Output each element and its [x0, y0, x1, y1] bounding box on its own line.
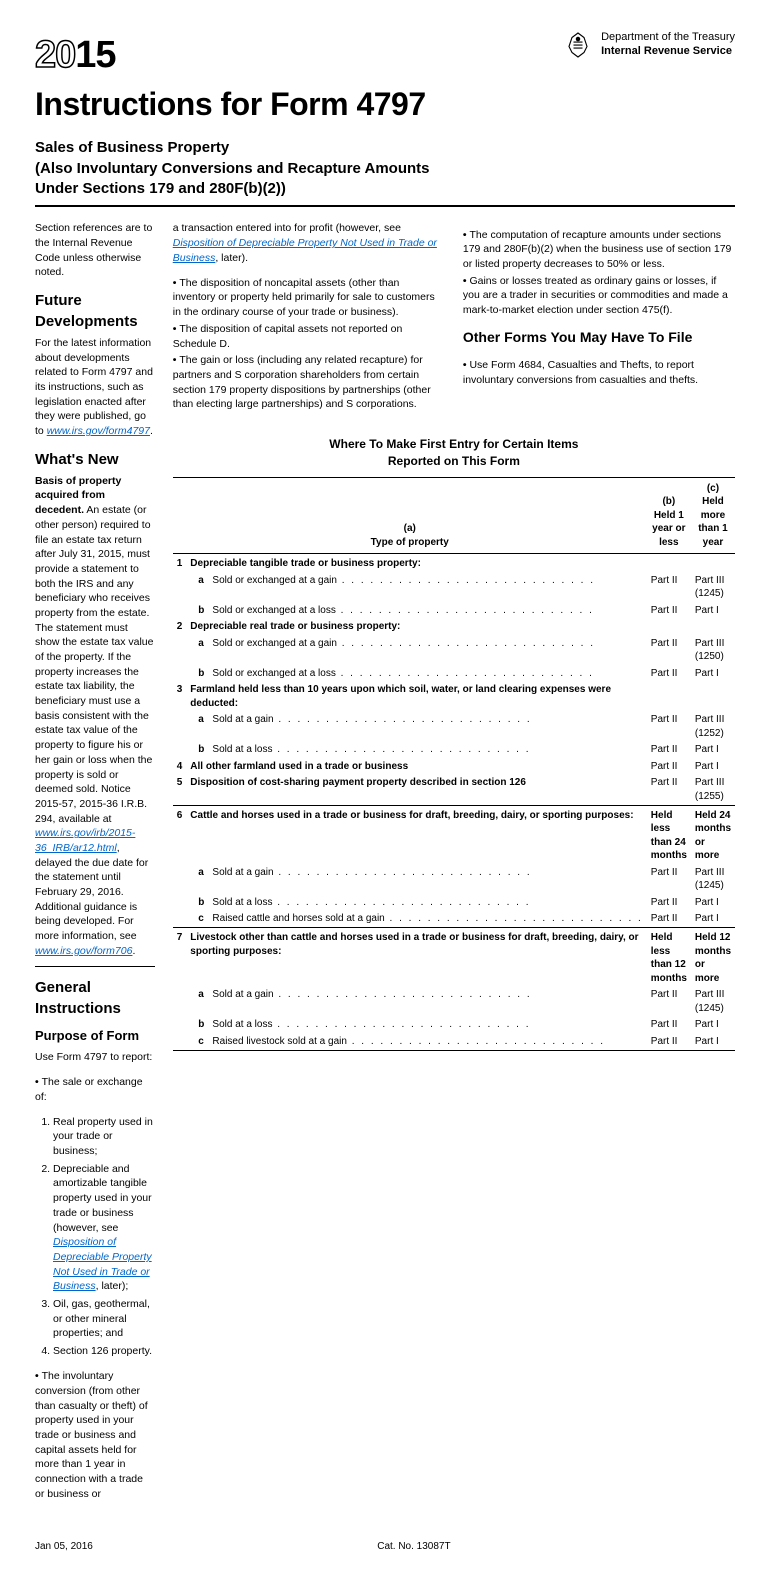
year-outline: 20	[35, 34, 75, 76]
heading-future: Future Developments	[35, 290, 155, 332]
link-form706[interactable]: www.irs.gov/form706	[35, 945, 132, 957]
table-title: Where To Make First Entry for Certain It…	[173, 436, 735, 468]
link-irb[interactable]: www.irs.gov/irb/2015-36_IRB/ar12.html	[35, 827, 135, 854]
right-region: a transaction entered into for profit (h…	[173, 217, 735, 1512]
th-held-more: (c)Held more than 1 year	[691, 477, 735, 554]
main-title: Instructions for Form 4797	[35, 83, 735, 126]
intro-text: Section references are to the Internal R…	[35, 221, 155, 280]
footer-date: Jan 05, 2016	[35, 1540, 93, 1554]
purpose-numlist: Real property used in your trade or busi…	[35, 1115, 155, 1359]
footer-catno: Cat. No. 13087T	[377, 1540, 450, 1554]
th-held-less: (b)Held 1 year or less	[647, 477, 691, 554]
whatsnew-para: Basis of property acquired from decedent…	[35, 474, 155, 959]
link-form4797[interactable]: www.irs.gov/form4797	[47, 425, 150, 437]
irs-eagle-icon	[563, 30, 593, 60]
heading-whatsnew: What's New	[35, 449, 155, 470]
heading-general: General Instructions	[35, 977, 155, 1019]
purpose-bullets: The sale or exchange of:	[35, 1075, 155, 1104]
subtitle-block: Sales of Business Property (Also Involun…	[35, 138, 735, 207]
subtitle-3: Under Sections 179 and 280F(b)(2))	[35, 179, 735, 199]
heading-other-forms: Other Forms You May Have To File	[463, 328, 735, 348]
column-2: a transaction entered into for profit (h…	[173, 217, 445, 422]
heading-purpose: Purpose of Form	[35, 1027, 155, 1045]
subtitle-1: Sales of Business Property	[35, 138, 735, 158]
body-columns: Section references are to the Internal R…	[35, 217, 735, 1512]
year-bold: 15	[75, 34, 115, 76]
future-para: For the latest information about develop…	[35, 336, 155, 439]
year-block: 2015	[35, 30, 116, 81]
column-1: Section references are to the Internal R…	[35, 217, 155, 1512]
dept-line2: Internal Revenue Service	[601, 44, 735, 58]
column-3: The computation of recapture amounts und…	[463, 217, 735, 422]
purpose-intro: Use Form 4797 to report:	[35, 1050, 155, 1065]
subtitle-2: (Also Involuntary Conversions and Recapt…	[35, 159, 735, 179]
page-footer: Jan 05, 2016 Cat. No. 13087T	[35, 1532, 735, 1554]
th-type: (a)Type of property	[173, 477, 647, 554]
entry-table-wrap: Where To Make First Entry for Certain It…	[173, 430, 735, 1050]
dept-block: Department of the Treasury Internal Reve…	[563, 30, 735, 60]
link-disposition-2[interactable]: Disposition of Depreciable Property Not …	[173, 237, 437, 264]
header: 2015 Department of the Treasury Internal…	[35, 30, 735, 81]
dept-line1: Department of the Treasury	[601, 30, 735, 44]
entry-table: (a)Type of property (b)Held 1 year or le…	[173, 477, 735, 1051]
